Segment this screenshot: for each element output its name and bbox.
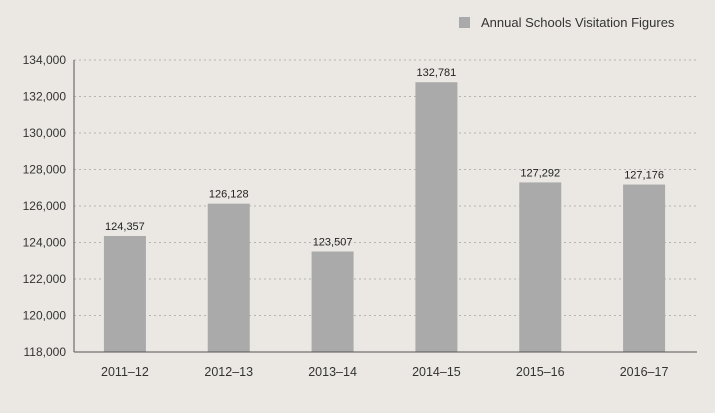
x-tick-label: 2016–17 bbox=[620, 365, 669, 379]
bar bbox=[103, 235, 146, 352]
y-tick-label: 118,000 bbox=[24, 345, 67, 359]
bar bbox=[207, 203, 250, 352]
bar bbox=[623, 184, 666, 352]
data-label: 126,128 bbox=[209, 189, 249, 201]
gridlines bbox=[74, 59, 697, 316]
y-tick-label: 128,000 bbox=[23, 163, 67, 177]
y-tick-label: 120,000 bbox=[23, 309, 67, 323]
data-label: 124,357 bbox=[105, 221, 145, 233]
data-label: 132,781 bbox=[417, 67, 457, 79]
bar bbox=[415, 82, 458, 352]
axes: 118,000 120,000 122,000 124,000 126,000 128,0… bbox=[23, 53, 697, 379]
y-tick-label: 126,000 bbox=[23, 199, 67, 213]
data-label: 127,176 bbox=[624, 170, 664, 182]
bars: 124,357 126,128 123,507 132,781 127,292 127,1… bbox=[103, 67, 666, 352]
x-tick-label: 2011–12 bbox=[101, 365, 149, 379]
x-tick-label: 2013–14 bbox=[308, 365, 357, 379]
y-tick-label: 134,000 bbox=[23, 53, 67, 67]
bar bbox=[311, 251, 354, 352]
bar bbox=[519, 182, 562, 352]
y-tick-label: 130,000 bbox=[23, 126, 67, 140]
x-tick-label: 2012–13 bbox=[204, 365, 253, 379]
legend: Annual Schools Visitation Figures bbox=[459, 15, 675, 30]
data-label: 123,507 bbox=[313, 236, 353, 248]
data-label: 127,292 bbox=[520, 167, 560, 179]
y-tick-label: 132,000 bbox=[23, 90, 67, 104]
legend-swatch bbox=[459, 17, 470, 28]
x-tick-label: 2015–16 bbox=[516, 365, 565, 379]
y-tick-label: 124,000 bbox=[23, 236, 67, 250]
legend-label: Annual Schools Visitation Figures bbox=[481, 15, 675, 30]
y-tick-label: 122,000 bbox=[23, 272, 67, 286]
x-tick-label: 2014–15 bbox=[412, 365, 461, 379]
